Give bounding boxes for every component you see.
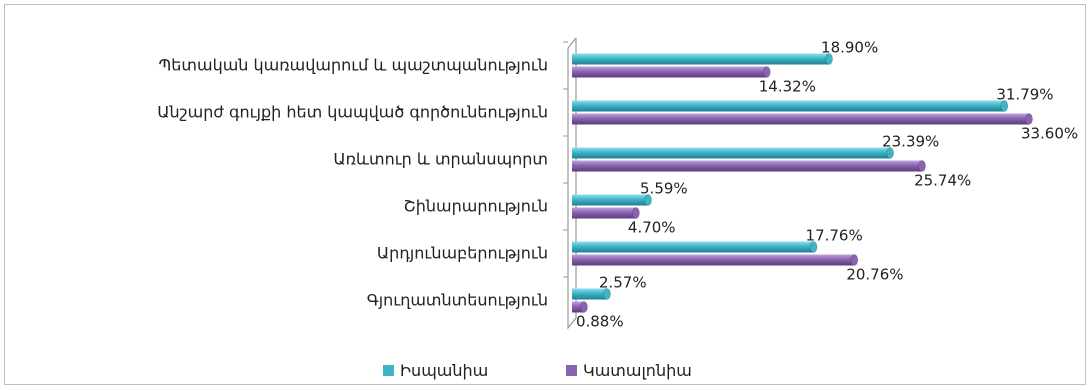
bar-catalonia [572, 254, 855, 266]
bar-cap-spain [886, 147, 894, 159]
category-label: Գյուղատնտեսություն [367, 291, 548, 310]
label-layer: Պետական կառավարում և պաշտպանություն 18.90… [157, 39, 1078, 331]
bar-catalonia [572, 301, 584, 313]
value-label-spain: 18.90% [821, 39, 878, 57]
bar-spain [572, 288, 607, 300]
value-label-catalonia: 25.74% [914, 172, 971, 190]
value-label-spain: 17.76% [806, 227, 863, 245]
value-label-spain: 5.59% [640, 180, 688, 198]
value-label-catalonia: 20.76% [846, 266, 903, 284]
bar-catalonia [572, 160, 923, 172]
value-label-spain: 2.57% [599, 274, 647, 292]
category-label: Արդյունաբերություն [377, 244, 548, 263]
bar-spain [572, 53, 830, 65]
bar-cap-catalonia [1025, 113, 1033, 125]
axis-layer [563, 37, 577, 330]
legend-label-catalonia: Կատալոնիա [583, 361, 692, 380]
bar-spain [572, 194, 649, 206]
value-label-spain: 31.79% [996, 86, 1053, 104]
value-label-catalonia: 14.32% [759, 78, 816, 96]
bar-cap-catalonia [762, 66, 771, 78]
bar-cap-catalonia [850, 254, 859, 266]
chart-frame [4, 4, 1086, 385]
bar-cap-spain [809, 241, 818, 253]
legend: Իսպանիա Կատալոնիա [383, 361, 692, 380]
bar-catalonia [572, 113, 1029, 125]
category-axis [567, 37, 577, 330]
bar-cap-catalonia [580, 301, 588, 313]
bar-spain [572, 100, 1005, 112]
category-label: Առևտուր և տրանսպորտ [333, 150, 548, 169]
bar-cap-spain [603, 288, 611, 300]
bar-catalonia [572, 66, 767, 78]
value-label-catalonia: 4.70% [628, 219, 676, 237]
category-label: Անշարժ գույքի հետ կապված գործունեություն [157, 103, 548, 122]
bar-cap-catalonia [632, 207, 640, 219]
value-label-catalonia: 0.88% [576, 313, 624, 331]
bar-layer [572, 53, 1033, 313]
bar-cap-spain [1000, 100, 1009, 112]
category-label: Պետական կառավարում և պաշտպանություն [158, 56, 548, 75]
bar-cap-spain [644, 194, 652, 206]
legend-swatch-catalonia [566, 365, 577, 376]
legend-swatch-spain [383, 365, 394, 376]
value-label-spain: 23.39% [882, 133, 939, 151]
bar-spain [572, 241, 814, 253]
bar-cap-spain [825, 53, 833, 65]
bar-cap-catalonia [918, 160, 926, 172]
bar-spain [572, 147, 891, 159]
value-label-catalonia: 33.60% [1021, 125, 1078, 143]
legend-label-spain: Իսպանիա [400, 361, 488, 380]
category-label: Շինարարություն [404, 197, 548, 216]
bar-catalonia [572, 207, 636, 219]
